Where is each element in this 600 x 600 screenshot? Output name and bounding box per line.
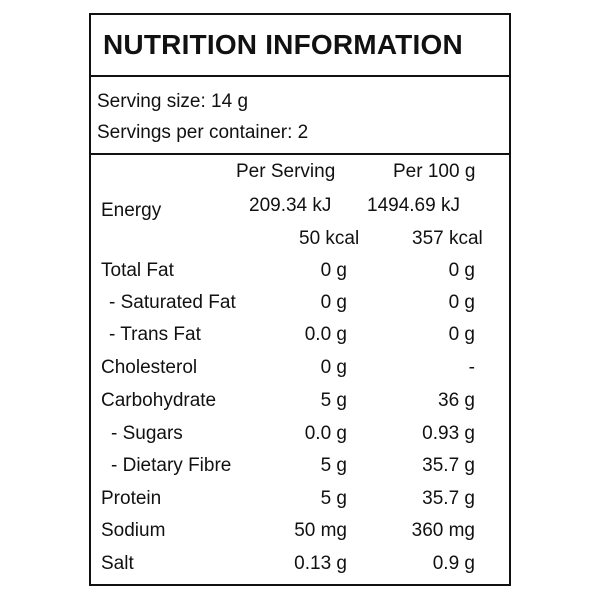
nutrient-label: Total Fat: [101, 260, 174, 281]
energy-kcal-100g: 357 kcal: [412, 228, 483, 249]
energy-label: Energy: [101, 200, 162, 221]
per-100g-value: -: [468, 357, 475, 378]
panel-title: NUTRITION INFORMATION: [103, 29, 463, 60]
nutrient-label: - Dietary Fibre: [111, 455, 232, 476]
per-serving-value: 0.13 g: [294, 553, 347, 574]
per-100g-value: 35.7 g: [422, 488, 475, 509]
per-100g-value: 0.93 g: [422, 423, 475, 444]
servings-per-container: Servings per container: 2: [97, 122, 309, 143]
nutrient-label: Salt: [101, 553, 134, 574]
per-100g-value: 35.7 g: [422, 455, 475, 476]
per-serving-value: 0 g: [320, 260, 347, 281]
header-per-100g: Per 100 g: [393, 161, 476, 182]
serving-info: Serving size: 14 g Servings per containe…: [91, 77, 509, 155]
header-per-serving: Per Serving: [236, 161, 336, 182]
per-serving-value: 0.0 g: [304, 324, 347, 345]
serving-size: Serving size: 14 g: [97, 91, 249, 112]
per-serving-value: 0 g: [320, 292, 347, 313]
per-100g-value: 360 mg: [411, 520, 475, 541]
nutrient-label: Carbohydrate: [101, 390, 217, 411]
per-100g-value: 36 g: [438, 390, 475, 411]
per-serving-value: 5 g: [320, 488, 347, 509]
per-100g-value: 0 g: [448, 260, 475, 281]
energy-kj-serving: 209.34 kJ: [249, 195, 332, 216]
nutrition-panel: NUTRITION INFORMATION Serving size: 14 g…: [89, 13, 511, 586]
per-serving-value: 50 mg: [294, 520, 347, 541]
per-serving-value: 5 g: [320, 455, 347, 476]
per-100g-value: 0.9 g: [432, 553, 475, 574]
nutrient-label: - Trans Fat: [109, 324, 201, 345]
per-serving-value: 0 g: [320, 357, 347, 378]
per-100g-value: 0 g: [448, 292, 475, 313]
nutrient-label: Protein: [101, 488, 162, 509]
nutrient-label: - Sugars: [111, 423, 183, 444]
per-100g-value: 0 g: [448, 324, 475, 345]
nutrient-label: Sodium: [101, 520, 166, 541]
nutrient-label: Cholesterol: [101, 357, 198, 378]
energy-kj-100g: 1494.69 kJ: [367, 195, 460, 216]
nutrient-label: - Saturated Fat: [109, 292, 236, 313]
per-serving-value: 0.0 g: [304, 423, 347, 444]
energy-kcal-serving: 50 kcal: [299, 228, 360, 249]
per-serving-value: 5 g: [320, 390, 347, 411]
title-bar: NUTRITION INFORMATION: [91, 15, 509, 77]
